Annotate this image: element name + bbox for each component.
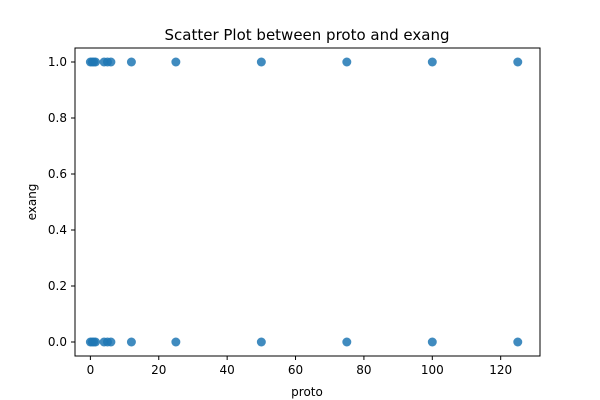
data-point	[513, 337, 523, 347]
x-axis-label: proto	[291, 385, 323, 399]
data-point	[342, 337, 352, 347]
x-tick-label: 40	[220, 363, 235, 377]
data-point	[256, 57, 266, 67]
y-tick-label: 0.0	[48, 335, 67, 349]
plot-area-frame	[74, 47, 541, 357]
y-tick-label: 1.0	[48, 55, 67, 69]
x-tick-label: 80	[356, 363, 371, 377]
y-tick-label: 0.6	[48, 167, 67, 181]
x-axis-ticks: 0 20 40 60 80 100 120	[87, 356, 512, 377]
data-point	[513, 57, 523, 67]
data-point	[91, 57, 101, 67]
data-point	[256, 337, 266, 347]
x-tick-label: 0	[87, 363, 95, 377]
data-point	[106, 57, 116, 67]
data-point	[342, 57, 352, 67]
data-point	[106, 337, 116, 347]
data-point	[171, 57, 181, 67]
data-point	[126, 57, 136, 67]
y-tick-label: 0.8	[48, 111, 67, 125]
data-point	[126, 337, 136, 347]
data-point	[171, 337, 181, 347]
y-tick-label: 0.4	[48, 223, 67, 237]
data-points	[85, 57, 523, 347]
x-tick-label: 120	[489, 363, 512, 377]
x-tick-label: 100	[421, 363, 444, 377]
y-axis-label: exang	[25, 184, 39, 221]
data-point	[91, 337, 101, 347]
data-point	[427, 337, 437, 347]
x-tick-label: 60	[288, 363, 303, 377]
data-point	[427, 57, 437, 67]
chart-title: Scatter Plot between proto and exang	[165, 26, 450, 44]
y-axis-ticks: 0.0 0.2 0.4 0.6 0.8 1.0	[48, 55, 75, 349]
x-tick-label: 20	[151, 363, 166, 377]
y-tick-label: 0.2	[48, 279, 67, 293]
